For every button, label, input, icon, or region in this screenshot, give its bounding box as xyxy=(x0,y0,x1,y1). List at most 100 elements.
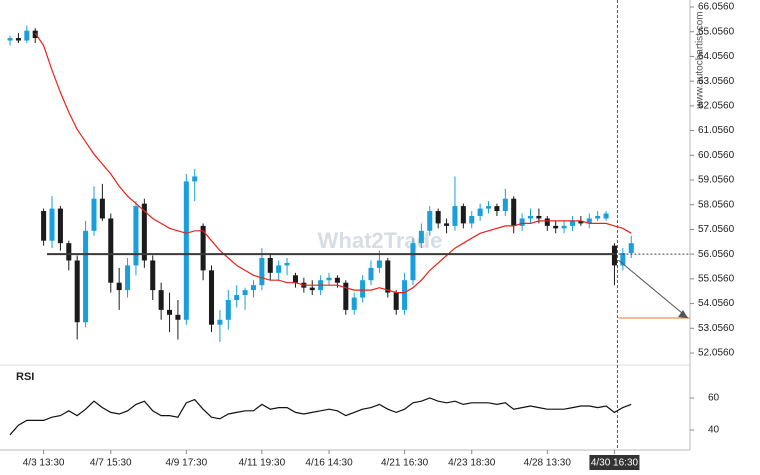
candle-body xyxy=(91,198,97,231)
candle-body xyxy=(57,208,63,244)
candle-body xyxy=(561,225,567,229)
candle-body xyxy=(108,218,114,283)
candle-body xyxy=(427,211,433,231)
candle-body xyxy=(402,280,408,310)
candle-body xyxy=(393,292,399,310)
candle-body xyxy=(460,206,466,224)
candle-body xyxy=(7,38,13,41)
candle-body xyxy=(183,181,189,320)
x-tick-label: 4/28 13:30 xyxy=(524,458,572,469)
candle-body xyxy=(444,223,450,226)
y-tick-label: 60.0560 xyxy=(698,150,735,161)
rsi-line xyxy=(9,397,632,436)
candle-body xyxy=(259,257,265,286)
x-tick-label: 4/16 14:30 xyxy=(305,458,353,469)
candle-body xyxy=(284,262,290,266)
y-tick-label: 56.0560 xyxy=(698,249,735,260)
candle-body xyxy=(141,203,147,261)
candle-body xyxy=(578,220,584,224)
candle-body xyxy=(175,314,181,320)
candle-body xyxy=(24,30,30,41)
x-tick-label: 4/9 17:30 xyxy=(165,458,207,469)
candle-body xyxy=(628,243,634,254)
candle-body xyxy=(41,211,47,241)
candle-body xyxy=(234,295,240,301)
candle-body xyxy=(519,218,525,226)
y-tick-label: 61.0560 xyxy=(698,125,735,136)
candle-body xyxy=(292,275,298,283)
y-tick-label: 63.0560 xyxy=(698,76,735,87)
candle-body xyxy=(368,267,374,281)
candle-body xyxy=(133,206,139,266)
candle-body xyxy=(150,260,156,291)
y-tick-label: 54.0560 xyxy=(698,298,735,309)
candle-body xyxy=(217,319,223,325)
candle-body xyxy=(326,277,332,281)
candle-body xyxy=(611,245,617,266)
candle-body xyxy=(376,260,382,268)
candle-body xyxy=(116,282,122,291)
rsi-tick-label: 40 xyxy=(708,425,720,436)
x-tick-label: 4/7 15:30 xyxy=(90,458,132,469)
x-tick-label: 4/21 16:30 xyxy=(381,458,429,469)
x-tick-label: 4/23 18:30 xyxy=(448,458,496,469)
candle-body xyxy=(536,215,542,219)
candle-body xyxy=(99,198,105,219)
rsi-label: RSI xyxy=(16,371,34,383)
candle-body xyxy=(225,300,231,320)
current-time-box xyxy=(589,455,640,470)
rsi-tick-label: 60 xyxy=(708,393,720,404)
candle-body xyxy=(477,208,483,216)
candle-body xyxy=(208,270,215,325)
candle-body xyxy=(250,285,256,291)
candle-body xyxy=(410,243,416,281)
candle-body xyxy=(158,290,164,310)
forecast-arrowhead xyxy=(678,310,688,319)
candle-body xyxy=(620,253,626,266)
candle-body xyxy=(511,198,517,226)
candle-body xyxy=(486,206,492,209)
candle-body xyxy=(267,257,273,273)
x-tick-label: 4/30 16:30 xyxy=(591,458,639,469)
y-tick-label: 55.0560 xyxy=(698,273,735,284)
candle-body xyxy=(167,309,173,315)
candle-body xyxy=(452,206,458,226)
y-tick-label: 65.0560 xyxy=(698,26,735,37)
moving-average xyxy=(34,32,632,294)
candle-body xyxy=(351,297,357,310)
x-tick-label: 4/3 13:30 xyxy=(23,458,65,469)
candle-body xyxy=(527,215,534,219)
candle-body xyxy=(385,260,391,293)
candle-body xyxy=(15,38,21,41)
candle-body xyxy=(418,230,424,244)
y-tick-label: 58.0560 xyxy=(698,199,735,210)
candle-body xyxy=(309,287,315,291)
candle-body xyxy=(343,282,349,310)
y-tick-label: 57.0560 xyxy=(698,224,735,235)
candle-body xyxy=(66,243,72,261)
y-tick-label: 62.0560 xyxy=(698,101,735,112)
candle-body xyxy=(49,208,55,241)
candle-body xyxy=(494,206,500,212)
candle-body xyxy=(603,213,609,219)
y-tick-label: 66.0560 xyxy=(698,2,735,13)
candle-body xyxy=(502,198,508,212)
candle-body xyxy=(32,30,38,39)
candle-body xyxy=(469,215,475,224)
y-tick-label: 52.0560 xyxy=(698,348,735,359)
candle-body xyxy=(192,176,198,182)
candle-body xyxy=(360,280,366,298)
candle-body xyxy=(334,277,340,283)
candle-body xyxy=(586,218,592,224)
source: www.autochartist.com xyxy=(695,11,706,109)
candle-body xyxy=(200,225,206,271)
candle-body xyxy=(544,218,550,226)
candle-body xyxy=(553,225,559,229)
y-tick-label: 64.0560 xyxy=(698,51,735,62)
candle-body xyxy=(569,220,575,226)
forecast-arrow xyxy=(618,259,689,319)
candle-body xyxy=(242,290,248,296)
candle-body xyxy=(74,260,80,323)
